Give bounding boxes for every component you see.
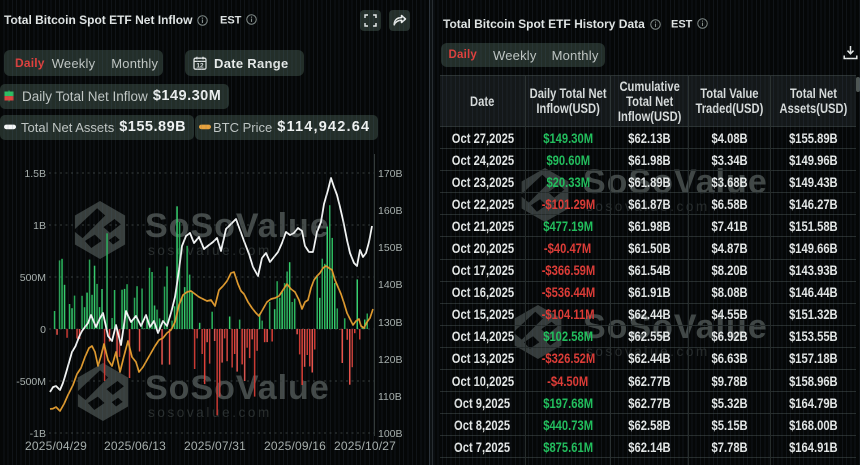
svg-text:sosovalue.com: sosovalue.com xyxy=(148,405,272,420)
svg-text:SoSoValue: SoSoValue xyxy=(145,207,330,245)
svg-text:110B: 110B xyxy=(378,391,402,403)
svg-text:100B: 100B xyxy=(378,428,403,440)
svg-text:2025/06/13: 2025/06/13 xyxy=(104,439,166,453)
svg-text:1.5B: 1.5B xyxy=(24,168,46,180)
svg-text:1B: 1B xyxy=(33,220,46,232)
svg-text:SoSoValue: SoSoValue xyxy=(583,163,768,201)
svg-text:0: 0 xyxy=(40,324,46,336)
svg-text:2025/09/16: 2025/09/16 xyxy=(264,439,326,453)
svg-text:SoSoValue: SoSoValue xyxy=(145,369,330,407)
svg-text:150B: 150B xyxy=(378,242,403,254)
svg-text:170B: 170B xyxy=(378,168,403,180)
svg-text:-1B: -1B xyxy=(30,428,46,440)
svg-text:2025/07/31: 2025/07/31 xyxy=(184,439,246,453)
svg-text:-500M: -500M xyxy=(16,376,46,388)
svg-text:sosovalue.com: sosovalue.com xyxy=(148,243,272,258)
svg-text:120B: 120B xyxy=(378,354,403,366)
svg-text:sosovalue.com: sosovalue.com xyxy=(586,199,710,214)
svg-text:500M: 500M xyxy=(20,272,46,284)
svg-text:2025/04/29: 2025/04/29 xyxy=(25,439,87,453)
svg-text:140B: 140B xyxy=(378,279,403,291)
svg-text:2025/10/27: 2025/10/27 xyxy=(334,439,396,453)
svg-text:SoSoValue: SoSoValue xyxy=(583,308,768,346)
svg-text:160B: 160B xyxy=(378,205,403,217)
svg-text:12: 12 xyxy=(196,63,204,70)
svg-text:130B: 130B xyxy=(378,317,403,329)
